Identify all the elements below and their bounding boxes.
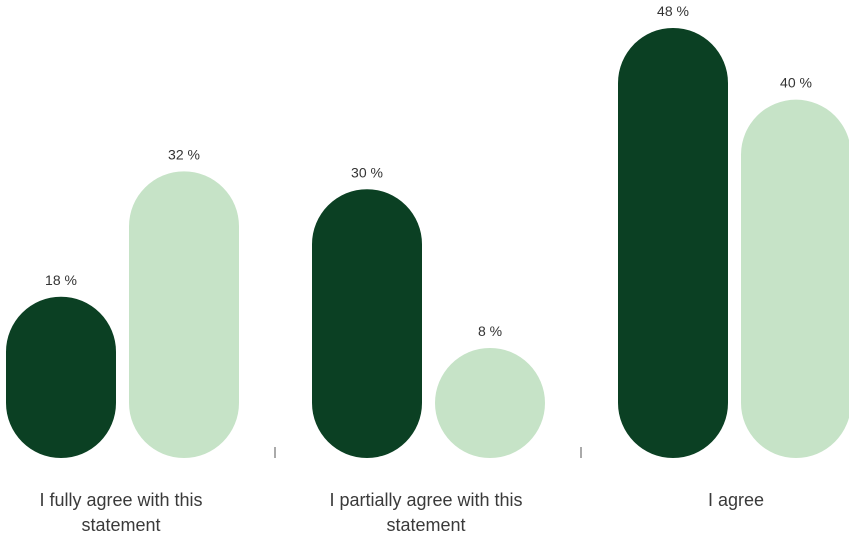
value-label-series-1-cat-2: 30 % — [351, 164, 383, 180]
category-label-agree: I agree — [707, 490, 765, 510]
bar-series-1-cat-1 — [6, 296, 116, 458]
value-label-series-2-cat-1: 32 % — [168, 146, 200, 162]
bar-series-2-cat-3 — [741, 99, 849, 458]
value-label-series-1-cat-1: 18 % — [45, 272, 77, 288]
category-label-fully-agree: I fully agree with this statement — [39, 490, 203, 535]
category-label-partially-agree: I partially agree with this statement — [329, 490, 523, 535]
value-label-series-2-cat-2: 8 % — [478, 323, 502, 339]
bar-series-2-cat-1 — [129, 171, 239, 459]
bar-series-2-cat-2 — [435, 348, 545, 458]
value-label-series-2-cat-3: 40 % — [780, 75, 812, 91]
bar-series-1-cat-3 — [618, 28, 728, 458]
bar-series-1-cat-2 — [312, 189, 422, 458]
value-label-series-1-cat-3: 48 % — [657, 3, 689, 19]
